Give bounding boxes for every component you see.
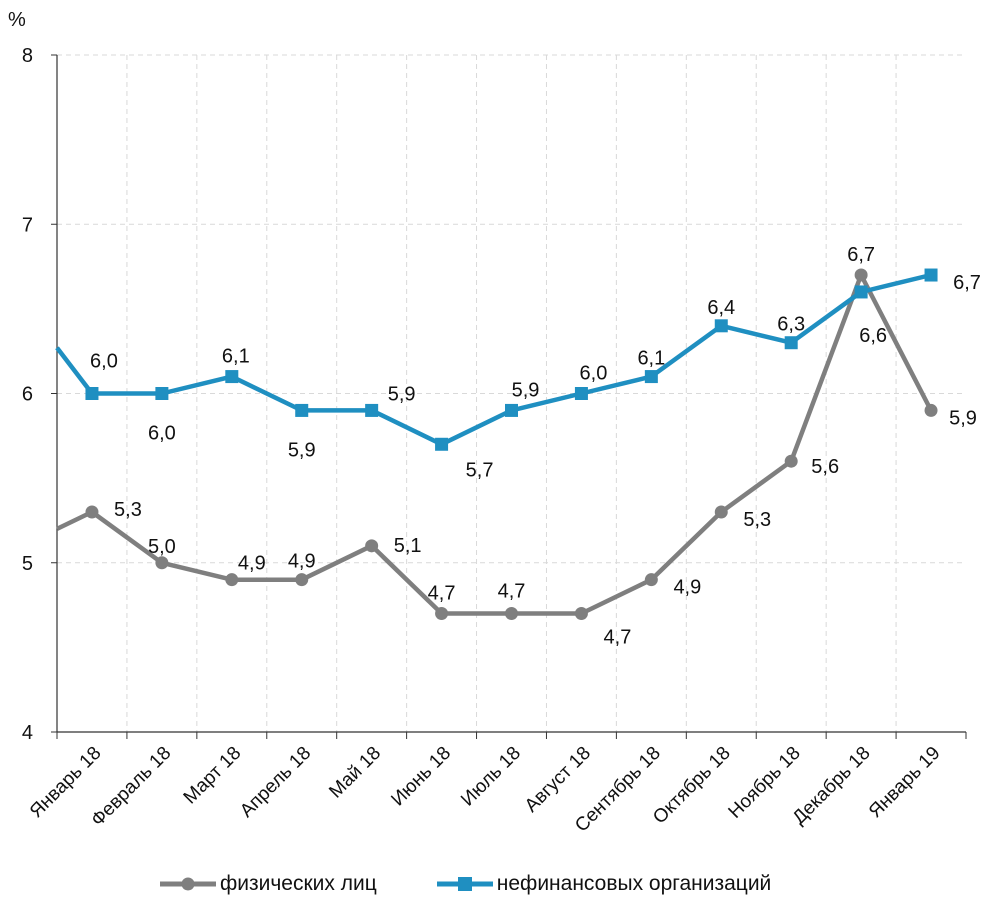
y-tick-label: 5 [22,553,33,575]
data-point-square [854,285,868,299]
data-point-circle [574,607,588,621]
data-label: 6,1 [222,346,250,368]
y-axis-unit-label: % [8,9,26,31]
data-label: 5,9 [512,379,540,401]
data-point-circle [644,573,658,587]
data-label: 6,0 [580,363,608,385]
y-tick-label: 7 [22,214,33,236]
x-tick-label: Январь 19 [865,743,945,823]
data-point-square [225,370,239,384]
data-point-circle [295,573,309,587]
data-label: 5,7 [466,459,494,481]
data-point-circle [784,454,798,468]
y-tick-label: 6 [22,384,33,406]
legend-swatch-gray-circle-line [160,877,216,891]
series [55,268,938,621]
legend-swatch-blue-square-line [436,877,493,891]
data-point-circle [714,505,728,519]
data-point-circle [505,607,518,621]
data-label: 4,7 [428,583,456,605]
data-label: 5,3 [743,509,771,531]
x-tick-label: Апрель 18 [236,743,315,822]
data-label: 6,6 [859,325,887,347]
data-label: 5,9 [288,439,316,461]
data-label: 5,3 [114,499,142,521]
series-line [56,272,933,616]
legend-item-nonfinancial: нефинансовых организаций [436,872,772,896]
data-label: 4,9 [288,551,316,573]
data-point-circle [924,403,938,417]
series-line [55,272,932,447]
data-point-circle [365,539,379,553]
data-label: 6,7 [847,244,875,266]
data-point-square [924,268,938,282]
data-point-circle [155,556,169,570]
data-label: 6,4 [707,297,735,319]
data-label: 5,0 [148,536,176,558]
data-point-circle [225,573,239,587]
data-point-circle [85,505,99,519]
data-label: 5,6 [811,456,839,478]
data-label: 4,7 [498,581,526,603]
data-label: 5,9 [949,407,977,429]
data-point-square [155,387,169,400]
data-point-square [574,387,588,400]
data-label: 6,0 [90,351,118,373]
data-point-circle [854,268,868,282]
legend-label: физических лиц [220,872,377,895]
y-tick-label: 8 [22,45,33,67]
x-tick-label: Март 18 [180,743,246,809]
data-label: 5,9 [388,383,416,405]
data-label: 4,9 [673,577,701,599]
x-tick-label: Июль 18 [457,743,525,811]
data-point-square [714,319,728,333]
data-point-square [644,370,658,384]
data-label: 6,0 [148,423,176,445]
data-label: 4,7 [604,627,632,649]
legend-item-individuals: физических лиц [160,872,377,896]
data-label: 6,3 [777,314,805,336]
data-point-square [505,403,518,417]
legend: физических лиц нефинансовых организаций [160,870,831,898]
legend-label: нефинансовых организаций [496,872,772,895]
data-point-square [435,437,449,451]
data-point-circle [435,607,449,621]
data-label: 6,7 [953,272,981,294]
x-tick-label: Июнь 18 [387,743,455,811]
data-label: 4,9 [238,553,266,575]
data-point-square [365,403,379,417]
data-label: 5,1 [394,535,422,557]
y-tick-label: 4 [22,722,33,744]
data-labels: 5,3 5,0 4,9 4,9 5,1 4,7 4,7 4,7 4,9 5,3 5,6 6,7 5,9 6… [90,244,981,649]
x-tick-label: Май 18 [325,743,385,803]
data-label: 6,1 [637,348,665,370]
x-tick-label: Август 18 [521,743,595,817]
data-point-square [295,403,309,417]
data-point-square [85,387,99,400]
data-point-square [784,336,798,350]
